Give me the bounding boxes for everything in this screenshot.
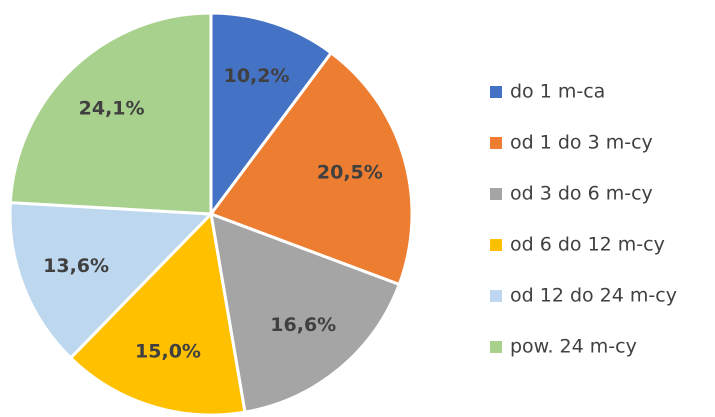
legend-label: od 6 do 12 m-cy (510, 234, 665, 256)
legend-swatch (490, 341, 502, 353)
data-label: 13,6% (43, 255, 109, 277)
legend-label: od 1 do 3 m-cy (510, 132, 653, 154)
data-label: 24,1% (79, 97, 145, 119)
pie-slice (8, 201, 215, 361)
data-label: 10,2% (224, 65, 290, 87)
legend-label: do 1 m-ca (510, 81, 605, 103)
legend-label: od 3 do 6 m-cy (510, 183, 653, 205)
legend-swatch (490, 239, 502, 251)
legend-swatch (490, 290, 502, 302)
legend-label: pow. 24 m-cy (510, 336, 637, 358)
legend-swatch (490, 86, 502, 98)
pie-slice (208, 50, 414, 287)
data-label: 20,5% (317, 162, 383, 184)
pie-slice (68, 210, 247, 417)
data-label: 16,6% (270, 314, 336, 336)
legend-label: od 12 do 24 m-cy (510, 285, 677, 307)
pie-slice (209, 11, 334, 219)
pie-slice (8, 11, 213, 216)
data-label: 15,0% (135, 341, 201, 363)
pie-slice (209, 211, 402, 414)
legend-swatch (490, 137, 502, 149)
legend-swatch (490, 188, 502, 200)
